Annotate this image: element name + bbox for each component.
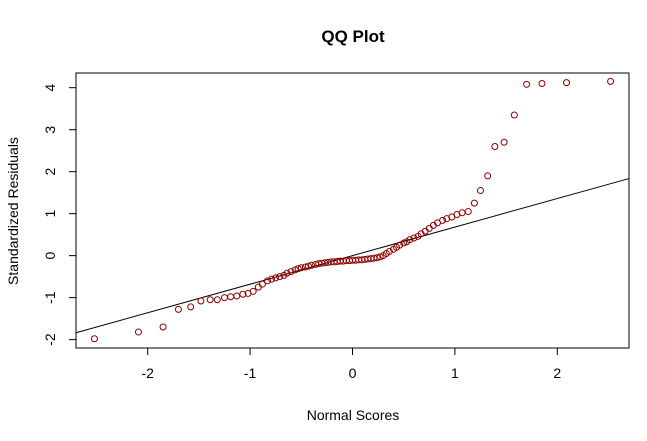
data-point xyxy=(294,265,302,273)
y-tick-label: 3 xyxy=(42,126,58,134)
data-point xyxy=(523,80,531,88)
chart-title: QQ Plot xyxy=(321,27,385,46)
data-point xyxy=(500,138,508,146)
data-point xyxy=(510,111,518,119)
x-tick-label: 0 xyxy=(349,365,357,381)
data-point xyxy=(283,269,291,277)
data-point xyxy=(301,263,309,271)
data-point xyxy=(470,199,478,207)
x-tick-label: 2 xyxy=(553,365,561,381)
data-point xyxy=(297,264,305,272)
data-point xyxy=(304,262,312,270)
data-point xyxy=(308,261,316,269)
data-point xyxy=(406,236,414,244)
data-point xyxy=(538,79,546,87)
data-point xyxy=(90,335,98,343)
data-point xyxy=(287,268,295,276)
data-point xyxy=(233,292,241,300)
data-point xyxy=(197,297,205,305)
data-point xyxy=(563,79,571,87)
data-point xyxy=(206,296,214,304)
data-point xyxy=(464,208,472,216)
reference-line-group xyxy=(75,178,630,334)
data-point xyxy=(491,142,499,150)
data-point xyxy=(410,234,418,242)
x-tick-label: 1 xyxy=(451,365,459,381)
y-axis: -2 -1 0 1 2 3 4 xyxy=(42,84,77,346)
x-tick-label: -2 xyxy=(141,365,154,381)
data-point xyxy=(268,275,276,283)
data-point xyxy=(477,187,485,195)
x-axis: -2 -1 0 1 2 xyxy=(141,347,561,381)
data-point xyxy=(174,305,182,313)
data-point xyxy=(220,294,228,302)
y-tick-label: -1 xyxy=(42,291,58,304)
data-point xyxy=(264,277,272,285)
data-point xyxy=(276,273,284,281)
y-tick-label: -2 xyxy=(42,333,58,346)
data-point xyxy=(159,323,167,331)
data-point xyxy=(373,254,381,262)
data-point xyxy=(607,77,615,85)
data-point xyxy=(272,274,280,282)
data-point xyxy=(249,287,257,295)
data-point xyxy=(425,224,433,232)
data-point xyxy=(396,241,404,249)
data-point xyxy=(254,283,262,291)
y-tick-label: 0 xyxy=(42,252,58,260)
plot-area-border xyxy=(75,72,630,349)
data-point xyxy=(400,239,408,247)
x-tick-label: -1 xyxy=(244,365,257,381)
data-point xyxy=(227,293,235,301)
data-point xyxy=(213,296,221,304)
reference-line xyxy=(75,178,630,334)
data-point xyxy=(291,266,299,274)
data-point xyxy=(258,280,266,288)
data-point xyxy=(134,328,142,336)
y-axis-label: Standardized Residuals xyxy=(5,137,21,285)
y-tick-label: 2 xyxy=(42,168,58,176)
data-point xyxy=(484,172,492,180)
x-axis-label: Normal Scores xyxy=(307,407,400,423)
data-point xyxy=(239,290,247,298)
data-point xyxy=(439,216,447,224)
data-point xyxy=(385,247,393,255)
points-group xyxy=(90,77,615,343)
y-tick-label: 4 xyxy=(42,84,58,92)
data-point xyxy=(376,253,384,261)
y-tick-label: 1 xyxy=(42,210,58,218)
data-point xyxy=(187,303,195,311)
